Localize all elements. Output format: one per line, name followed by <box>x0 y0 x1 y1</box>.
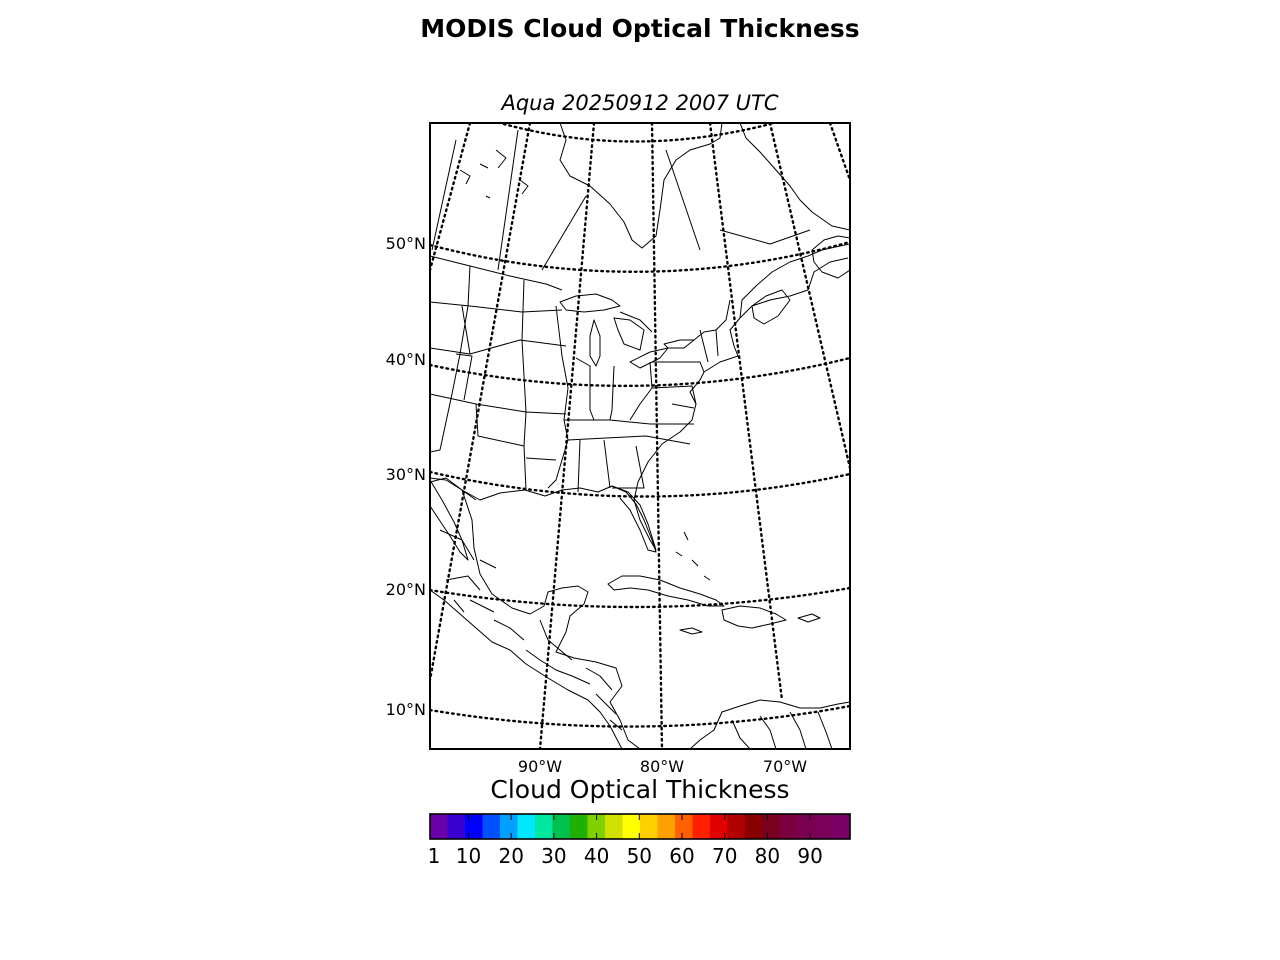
meridian-80w <box>650 123 664 749</box>
colorbar-tick-label: 20 <box>498 844 523 868</box>
lon-label-90w: 90°W <box>518 757 562 776</box>
lake-superior <box>559 293 621 313</box>
meridian-100w <box>430 123 532 682</box>
colorbar-tick-label: 30 <box>541 844 566 868</box>
east-coastline <box>430 257 849 551</box>
meridian-110w <box>430 123 472 272</box>
lat-label-50n: 50°N <box>386 234 426 253</box>
parallel-20n <box>430 586 850 609</box>
colorbar-swatch <box>517 814 536 839</box>
lat-label-10n: 10°N <box>386 700 426 719</box>
colorbar-swatch <box>535 814 554 839</box>
state-borders-east <box>651 329 719 409</box>
colorbar-swatch <box>552 814 571 839</box>
parallel-50n <box>430 240 850 273</box>
hudson-bay-coast <box>559 123 723 249</box>
colorbar-tick-label: 1 <box>428 844 441 868</box>
hispaniola-coast <box>721 605 787 629</box>
cuba-coast <box>607 575 725 607</box>
colorbar-ticks: 1 10 20 30 40 50 60 70 80 90 <box>428 844 823 868</box>
colorbar-swatch <box>622 814 641 839</box>
colorbar-swatch <box>465 814 484 839</box>
colorbar-swatch <box>482 814 501 839</box>
colorbar-swatch <box>587 814 606 839</box>
colorbar-title: Cloud Optical Thickness <box>490 775 790 804</box>
lat-label-20n: 20°N <box>386 580 426 599</box>
map-frame <box>429 122 851 750</box>
map-title: MODIS Cloud Optical Thickness <box>420 14 860 43</box>
florida-peninsula <box>611 485 657 553</box>
colorbar-tick-label: 40 <box>584 844 609 868</box>
lake-ontario <box>663 339 695 349</box>
state-borders-west <box>430 265 567 491</box>
parallel-60n <box>496 123 779 143</box>
map-subtitle: Aqua 20250912 2007 UTC <box>501 91 779 115</box>
colorbar-swatch <box>745 814 764 839</box>
puerto-rico-coast <box>797 613 821 623</box>
south-america-borders <box>731 711 833 749</box>
south-america-coast <box>689 699 850 749</box>
colorbar-swatch <box>762 814 781 839</box>
colorbar-swatch <box>570 814 589 839</box>
gulf-mexico-coast <box>461 489 641 749</box>
parallel-40n <box>430 356 850 388</box>
lake-huron <box>613 317 645 351</box>
st-lawrence-coast <box>739 243 850 319</box>
colorbar-swatch <box>500 814 519 839</box>
colorbar-frame <box>429 813 851 840</box>
mexico-state-borders <box>439 529 525 641</box>
lon-label-70w: 70°W <box>763 757 807 776</box>
colorbar-tick-label: 80 <box>755 844 780 868</box>
meridian-70w <box>708 123 784 702</box>
colorbar-swatch <box>832 814 851 839</box>
colorbar-swatch <box>797 814 816 839</box>
colorbar-swatch <box>657 814 676 839</box>
arctic-islands <box>459 149 529 199</box>
colorbar-tick-label: 90 <box>797 844 822 868</box>
parallel-10n <box>430 704 850 728</box>
colorbar-tick-label: 60 <box>669 844 694 868</box>
jamaica-coast <box>679 627 703 635</box>
lon-label-80w: 80°W <box>640 757 684 776</box>
longitude-labels: 90°W 80°W 70°W <box>518 757 807 776</box>
colorbar-tick-label: 50 <box>627 844 652 868</box>
colorbar-swatch <box>692 814 711 839</box>
colorbar-swatch <box>447 814 466 839</box>
meridian-50w <box>828 123 850 182</box>
labrador-coast <box>739 123 850 231</box>
parallel-30n <box>430 470 850 498</box>
coastlines <box>430 123 850 749</box>
lat-label-40n: 40°N <box>386 350 426 369</box>
lake-erie <box>629 347 669 369</box>
province-borders <box>431 129 811 271</box>
us-mexico-border <box>430 477 477 501</box>
colorbar-swatch <box>675 814 694 839</box>
latitude-labels: 50°N 40°N 30°N 20°N 10°N <box>386 234 426 719</box>
meridian-60w <box>768 123 850 470</box>
baja-peninsula <box>430 479 469 561</box>
lat-label-30n: 30°N <box>386 465 426 484</box>
lake-michigan <box>589 319 601 367</box>
colorbar-swatch <box>430 814 449 839</box>
colorbar-swatch <box>815 814 834 839</box>
newfoundland-coast <box>811 235 850 279</box>
colorbar-swatch <box>780 814 799 839</box>
pacific-mexico-coast <box>430 589 623 749</box>
political-borders <box>430 129 833 749</box>
colorbar <box>429 813 851 840</box>
colorbar-tick-label: 70 <box>712 844 737 868</box>
colorbar-swatch <box>640 814 659 839</box>
bahamas-islands <box>675 531 711 581</box>
colorbar-tick-label: 10 <box>456 844 481 868</box>
nova-scotia-coast <box>751 289 791 325</box>
colorbar-swatch <box>727 814 746 839</box>
colorbar-swatch <box>605 814 624 839</box>
state-borders-central <box>525 305 694 493</box>
colorbar-swatch <box>710 814 729 839</box>
central-america-borders <box>525 619 623 731</box>
